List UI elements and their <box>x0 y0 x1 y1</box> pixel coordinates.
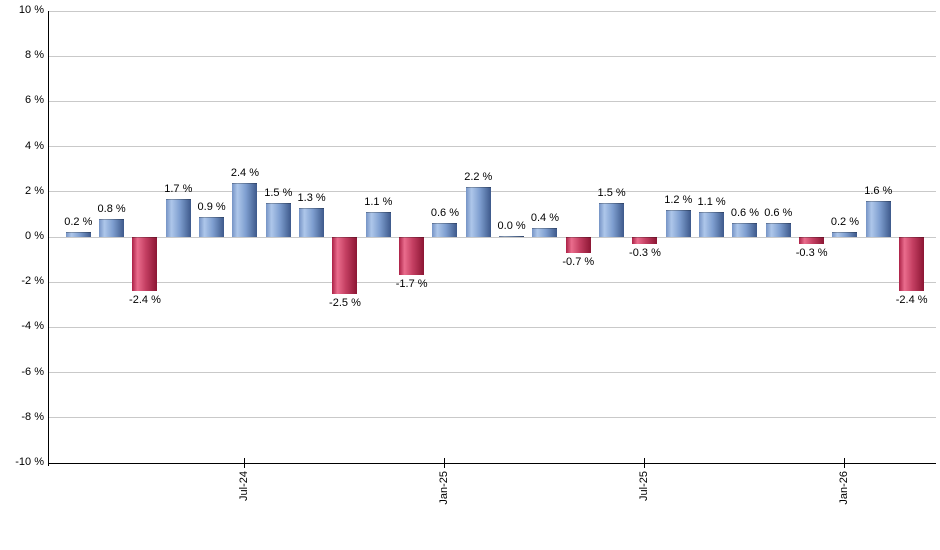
y-axis-tick-label: 10 % <box>18 4 44 16</box>
gridline <box>49 281 936 283</box>
x-axis-tick-label: Jan-26 <box>837 471 850 505</box>
bar-value-label: 0.9 % <box>197 200 226 213</box>
bar-value-label: 0.6 % <box>764 207 793 220</box>
y-axis-tick-label: -8 % <box>21 410 44 423</box>
x-axis-tick <box>244 458 246 468</box>
positive-bar <box>832 232 858 237</box>
bar-value-label: -0.3 % <box>795 246 828 259</box>
x-axis-tick-label: Jul-25 <box>637 471 650 501</box>
negative-bar <box>799 237 825 244</box>
y-axis-line <box>48 11 49 466</box>
y-axis-tick-label: -6 % <box>21 365 44 378</box>
positive-bar <box>232 182 258 237</box>
bar-value-label: 0.2 % <box>830 216 860 229</box>
gridline <box>49 326 936 328</box>
bar-value-label: 1.5 % <box>264 187 293 200</box>
x-axis-tick-label: Jul-24 <box>237 471 250 501</box>
gridline <box>49 146 936 148</box>
positive-bar <box>532 227 558 237</box>
positive-bar <box>599 203 625 237</box>
bar-value-label: 0.6 % <box>430 207 460 220</box>
gridline <box>49 417 936 419</box>
bar-value-label: 1.1 % <box>364 196 393 209</box>
gridline <box>49 236 936 238</box>
negative-bar <box>632 237 658 244</box>
positive-bar <box>199 216 225 237</box>
bar-value-label: -2.4 % <box>129 294 161 307</box>
negative-bar <box>565 237 591 253</box>
positive-bar <box>365 212 391 237</box>
y-axis-tick-label: 2 % <box>25 184 44 197</box>
negative-bar <box>332 237 358 294</box>
bar-value-label: 0.2 % <box>64 216 93 229</box>
bar-value-label: 1.6 % <box>864 184 893 197</box>
x-axis-tick <box>844 458 846 468</box>
negative-bar <box>399 237 425 276</box>
positive-bar <box>665 209 691 237</box>
bar-value-label: 1.3 % <box>297 191 326 204</box>
y-axis-tick-label: 8 % <box>25 49 44 62</box>
positive-bar <box>299 207 325 237</box>
positive-bar <box>465 187 491 237</box>
negative-bar <box>899 237 925 292</box>
x-axis-tick-label: Jan-25 <box>437 471 450 505</box>
positive-bar <box>99 218 125 237</box>
bar-value-label: 1.5 % <box>597 187 626 200</box>
positive-bar <box>65 232 91 237</box>
positive-bar <box>765 223 791 237</box>
positive-bar <box>432 223 458 237</box>
gridline <box>49 100 936 102</box>
bar-value-label: -1.7 % <box>395 278 428 291</box>
positive-bar <box>165 198 191 237</box>
bar-value-label: 0.0 % <box>497 219 526 232</box>
x-axis-tick <box>644 458 646 468</box>
y-axis-tick-label: -2 % <box>21 275 44 288</box>
bar-value-label: 0.6 % <box>730 207 760 220</box>
y-axis-tick-label: 6 % <box>25 94 44 107</box>
positive-bar <box>699 212 725 237</box>
gridline <box>49 372 936 374</box>
y-axis-tick-label: -10 % <box>15 456 44 468</box>
bar-value-label: 0.8 % <box>97 202 126 215</box>
x-axis-baseline <box>49 462 936 464</box>
gridline <box>49 10 936 12</box>
y-axis-tick-label: -4 % <box>21 320 44 333</box>
bar-value-label: -2.5 % <box>329 296 361 309</box>
positive-bar <box>265 203 291 237</box>
gridline <box>49 55 936 57</box>
gridline <box>49 191 936 193</box>
bar-value-label: 1.7 % <box>164 182 193 195</box>
y-axis-tick-label: 0 % <box>25 230 44 242</box>
bar-value-label: -0.7 % <box>562 255 595 268</box>
x-axis-tick <box>444 458 446 468</box>
y-axis-tick-label: 4 % <box>25 139 44 152</box>
bar-value-label: -2.4 % <box>895 294 928 307</box>
bar-value-label: -0.3 % <box>629 246 661 259</box>
bar-value-label: 1.2 % <box>664 193 693 206</box>
positive-bar <box>499 235 525 237</box>
positive-bar <box>865 200 891 237</box>
positive-bar <box>732 223 758 237</box>
bar-value-label: 1.1 % <box>697 196 726 209</box>
bar-value-label: 2.4 % <box>230 166 260 179</box>
bar-value-label: 2.2 % <box>464 171 493 184</box>
bar-value-label: 0.4 % <box>530 211 560 224</box>
negative-bar <box>132 237 158 292</box>
